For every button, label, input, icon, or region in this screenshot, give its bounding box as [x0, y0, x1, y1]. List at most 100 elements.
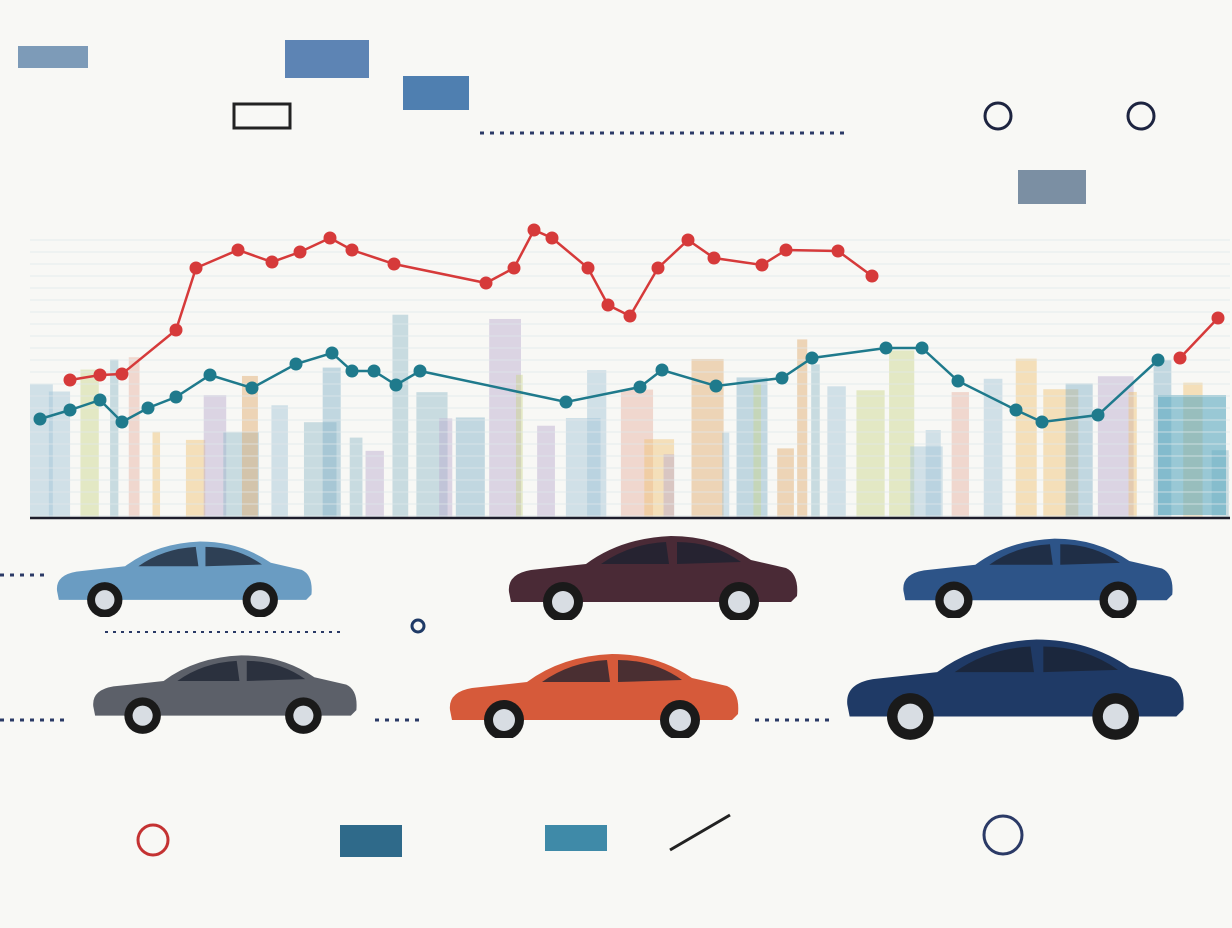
- bg-bar: [241, 375, 258, 518]
- data-point: [265, 255, 279, 269]
- data-point: [633, 380, 647, 394]
- bg-bar: [753, 383, 762, 518]
- bg-bar: [1015, 358, 1037, 518]
- data-point: [709, 379, 723, 393]
- bg-bar: [663, 454, 675, 518]
- data-point: [141, 401, 155, 415]
- data-point: [115, 415, 129, 429]
- bg-bar: [620, 389, 654, 518]
- bg-bar: [925, 430, 941, 518]
- car: [449, 654, 739, 738]
- data-point: [559, 395, 573, 409]
- data-point: [289, 357, 303, 371]
- bg-bar: [349, 437, 363, 518]
- bg-bar: [128, 357, 140, 518]
- bg-bar: [910, 446, 943, 518]
- bg-bar: [48, 391, 71, 518]
- data-point: [507, 261, 521, 275]
- data-point: [203, 368, 217, 382]
- data-point: [189, 261, 203, 275]
- bg-bar: [537, 425, 555, 518]
- data-point: [775, 371, 789, 385]
- data-point: [601, 298, 615, 312]
- data-point: [345, 243, 359, 257]
- car: [903, 538, 1173, 618]
- bg-bar: [811, 364, 820, 518]
- bg-bar: [1158, 395, 1226, 515]
- car: [847, 639, 1184, 740]
- data-point: [479, 276, 493, 290]
- data-point: [245, 381, 259, 395]
- data-point: [345, 364, 359, 378]
- data-point: [325, 346, 339, 360]
- data-point: [707, 251, 721, 265]
- bg-bar: [365, 450, 384, 518]
- bg-bar: [736, 377, 768, 518]
- data-point: [651, 261, 665, 275]
- bg-bar: [951, 392, 969, 518]
- bg-bar: [722, 432, 730, 518]
- data-point: [805, 351, 819, 365]
- data-point: [413, 364, 427, 378]
- data-point: [1151, 353, 1165, 367]
- truck-icon: [340, 825, 402, 857]
- data-point: [655, 363, 669, 377]
- data-point: [93, 393, 107, 407]
- data-point: [865, 269, 879, 283]
- wheel-icon: [983, 101, 1013, 131]
- icons: [18, 40, 1156, 857]
- data-point: [1035, 415, 1049, 429]
- bg-bar: [983, 378, 1003, 518]
- truck-icon: [285, 40, 369, 78]
- data-point: [63, 373, 77, 387]
- round-icon: [410, 618, 426, 634]
- bg-bar: [152, 431, 161, 518]
- data-point: [581, 261, 595, 275]
- data-point: [293, 245, 307, 259]
- bg-bar: [392, 314, 409, 518]
- bg-bar: [827, 386, 846, 518]
- car: [93, 655, 357, 734]
- data-point: [1091, 408, 1105, 422]
- data-point: [1211, 311, 1225, 325]
- truck-icon: [545, 825, 607, 851]
- bg-bar: [797, 339, 808, 518]
- data-point: [915, 341, 929, 355]
- bg-bar: [303, 422, 337, 518]
- bg-bar: [489, 318, 521, 518]
- data-point: [1173, 351, 1187, 365]
- bg-bar: [644, 439, 675, 518]
- data-point: [231, 243, 245, 257]
- data-point: [951, 374, 965, 388]
- bg-bar: [1128, 391, 1137, 518]
- truck-icon: [1018, 170, 1086, 204]
- bg-bar: [1043, 389, 1079, 518]
- bg-bar: [271, 405, 288, 518]
- data-point: [33, 412, 47, 426]
- data-point: [367, 364, 381, 378]
- car: [508, 536, 798, 620]
- round-icon: [982, 814, 1024, 856]
- bg-bar: [1065, 383, 1093, 518]
- bg-bar: [203, 395, 227, 518]
- bg-bar: [889, 350, 915, 518]
- data-point: [879, 341, 893, 355]
- data-point: [93, 368, 107, 382]
- data-point: [779, 243, 793, 257]
- data-point: [323, 231, 337, 245]
- data-point: [755, 258, 769, 272]
- car: [56, 541, 312, 617]
- data-point: [169, 323, 183, 337]
- data-point: [527, 223, 541, 237]
- data-point: [63, 403, 77, 417]
- truck-icon: [403, 76, 469, 110]
- wheel-icon: [1126, 101, 1156, 131]
- bg-bar: [777, 448, 794, 518]
- data-point: [389, 378, 403, 392]
- data-point: [545, 231, 559, 245]
- bg-bar: [110, 359, 119, 518]
- truck-icon: [18, 46, 88, 68]
- bg-bar: [515, 374, 523, 518]
- data-point: [681, 233, 695, 247]
